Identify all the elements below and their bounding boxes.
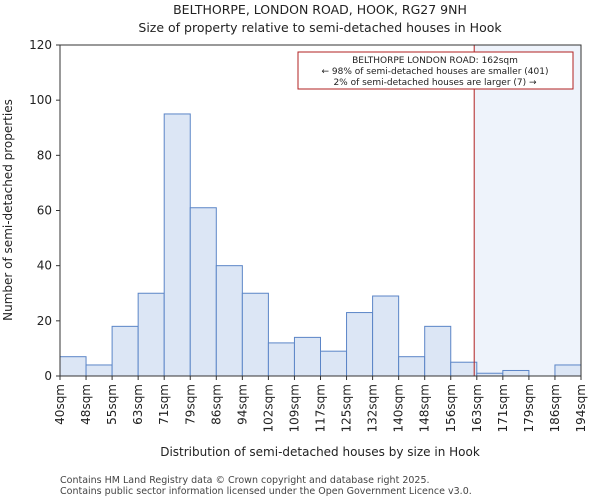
x-tick-label: 186sqm — [548, 384, 562, 432]
bar-94sqm — [241, 292, 269, 377]
bar-117sqm — [320, 350, 348, 377]
bar-63sqm — [137, 292, 165, 377]
bar-48sqm — [85, 364, 113, 377]
bar-102sqm — [267, 342, 295, 377]
x-tick-label: 132sqm — [366, 384, 380, 432]
annotation-line-3: 2% of semi-detached houses are larger (7… — [333, 78, 537, 88]
bars-group — [59, 113, 582, 377]
larger-properties-region — [474, 45, 581, 376]
footer-line-1: Contains HM Land Registry data © Crown c… — [60, 475, 430, 486]
bar-79sqm — [189, 207, 217, 377]
annotation-line-2: ← 98% of semi-detached houses are smalle… — [322, 67, 549, 77]
bar-186sqm — [554, 364, 582, 377]
bar-148sqm — [424, 325, 452, 377]
bar-55sqm — [111, 325, 139, 377]
y-tick-label: 0 — [44, 369, 52, 383]
annotation: BELTHORPE LONDON ROAD: 162sqm ← 98% of s… — [297, 51, 574, 90]
bar-132sqm — [372, 295, 400, 377]
bar-140sqm — [398, 356, 426, 377]
x-tick-label: 163sqm — [470, 384, 484, 432]
plot-frame — [59, 44, 582, 377]
x-tick-label: 94sqm — [235, 384, 249, 425]
bar-156sqm — [450, 361, 478, 377]
bar-40sqm — [59, 356, 87, 377]
x-tick-label: 156sqm — [444, 384, 458, 432]
x-tick-label: 140sqm — [392, 384, 406, 432]
x-axis-ticks: 40sqm 48sqm 55sqm 63sqm 71sqm 79sqm 86sqm 94sqm… — [53, 376, 588, 432]
chart-subtitle: Size of property relative to semi-detach… — [138, 20, 502, 35]
bar-86sqm — [215, 265, 243, 377]
y-tick-label: 60 — [37, 204, 52, 218]
y-tick-label: 120 — [29, 38, 52, 52]
x-tick-label: 125sqm — [340, 384, 354, 432]
x-tick-label: 79sqm — [183, 384, 197, 425]
y-tick-label: 100 — [29, 93, 52, 107]
x-tick-label: 117sqm — [314, 384, 328, 432]
x-tick-label: 194sqm — [574, 384, 588, 432]
x-tick-label: 71sqm — [157, 384, 171, 425]
x-tick-label: 86sqm — [209, 384, 223, 425]
y-axis-ticks: 0 20 40 60 80 100 120 — [29, 38, 60, 383]
x-tick-label: 171sqm — [496, 384, 510, 432]
bar-71sqm — [163, 113, 191, 377]
chart-title: BELTHORPE, LONDON ROAD, HOOK, RG27 9NH — [173, 2, 467, 17]
y-tick-label: 80 — [37, 148, 52, 162]
x-tick-label: 55sqm — [105, 384, 119, 425]
x-tick-label: 102sqm — [261, 384, 275, 432]
y-tick-label: 20 — [37, 314, 52, 328]
bar-171sqm — [502, 369, 530, 377]
x-tick-label: 40sqm — [53, 384, 67, 425]
annotation-box — [297, 51, 574, 90]
footer-line-2: Contains public sector information licen… — [60, 486, 472, 497]
bar-109sqm — [293, 336, 322, 377]
y-tick-label: 40 — [37, 259, 52, 273]
x-tick-label: 109sqm — [287, 384, 301, 432]
x-axis-label: Distribution of semi-detached houses by … — [160, 445, 480, 459]
annotation-line-1: BELTHORPE LONDON ROAD: 162sqm — [352, 56, 518, 66]
x-tick-label: 148sqm — [418, 384, 432, 432]
x-tick-label: 48sqm — [79, 384, 93, 425]
x-tick-label: 179sqm — [522, 384, 536, 432]
x-tick-label: 63sqm — [131, 384, 145, 425]
y-axis-label: Number of semi-detached properties — [1, 99, 15, 321]
bar-125sqm — [346, 312, 374, 377]
